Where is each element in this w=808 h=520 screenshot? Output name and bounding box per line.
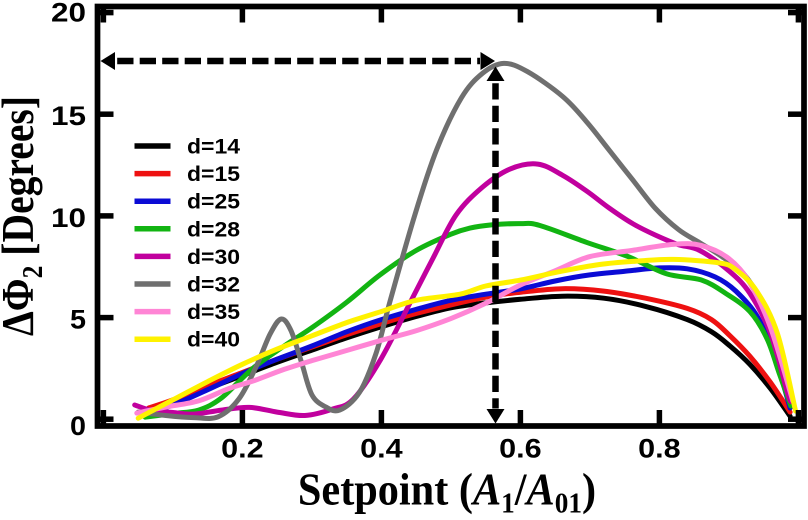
svg-text:20: 20 [51,0,86,28]
svg-text:0: 0 [70,411,86,441]
svg-text:Setpoint (A1/A01): Setpoint (A1/A01) [298,465,596,519]
svg-text:0.4: 0.4 [360,434,403,464]
svg-text:5: 5 [70,305,86,335]
svg-text:d=25: d=25 [187,191,240,214]
svg-text:d=28: d=28 [187,218,240,241]
svg-text:0.2: 0.2 [221,434,264,464]
svg-text:d=32: d=32 [187,274,240,297]
svg-text:0.8: 0.8 [638,434,681,464]
svg-text:10: 10 [51,203,86,233]
svg-text:ΔΦ2 [Degrees]: ΔΦ2 [Degrees] [0,96,48,336]
svg-text:d=15: d=15 [187,163,240,186]
svg-text:d=40: d=40 [187,329,240,352]
svg-text:d=30: d=30 [187,246,240,269]
svg-text:0.6: 0.6 [499,434,542,464]
svg-text:d=14: d=14 [187,136,240,159]
svg-text:d=35: d=35 [187,301,240,324]
svg-text:15: 15 [51,101,86,131]
